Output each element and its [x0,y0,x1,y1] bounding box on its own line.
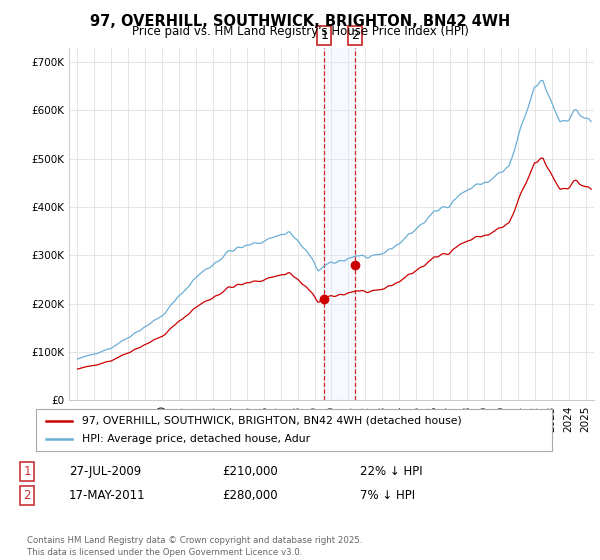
Bar [324,48,355,400]
Text: 97, OVERHILL, SOUTHWICK, BRIGHTON, BN42 4WH: 97, OVERHILL, SOUTHWICK, BRIGHTON, BN42 … [90,14,510,29]
Text: Price paid vs. HM Land Registry's House Price Index (HPI): Price paid vs. HM Land Registry's House … [131,25,469,38]
Text: 27-JUL-2009: 27-JUL-2009 [69,465,141,478]
Text: £210,000: £210,000 [222,465,278,478]
Text: Contains HM Land Registry data © Crown copyright and database right 2025.
This d: Contains HM Land Registry data © Crown c… [27,536,362,557]
Text: 17-MAY-2011: 17-MAY-2011 [69,489,146,502]
Text: 1: 1 [23,465,31,478]
Text: 22% ↓ HPI: 22% ↓ HPI [360,465,422,478]
Text: 2: 2 [351,29,359,42]
Text: 97, OVERHILL, SOUTHWICK, BRIGHTON, BN42 4WH (detached house): 97, OVERHILL, SOUTHWICK, BRIGHTON, BN42 … [82,416,462,426]
Text: HPI: Average price, detached house, Adur: HPI: Average price, detached house, Adur [82,434,311,444]
Text: £280,000: £280,000 [222,489,278,502]
Text: 1: 1 [320,29,328,42]
Text: 7% ↓ HPI: 7% ↓ HPI [360,489,415,502]
Text: 2: 2 [23,489,31,502]
